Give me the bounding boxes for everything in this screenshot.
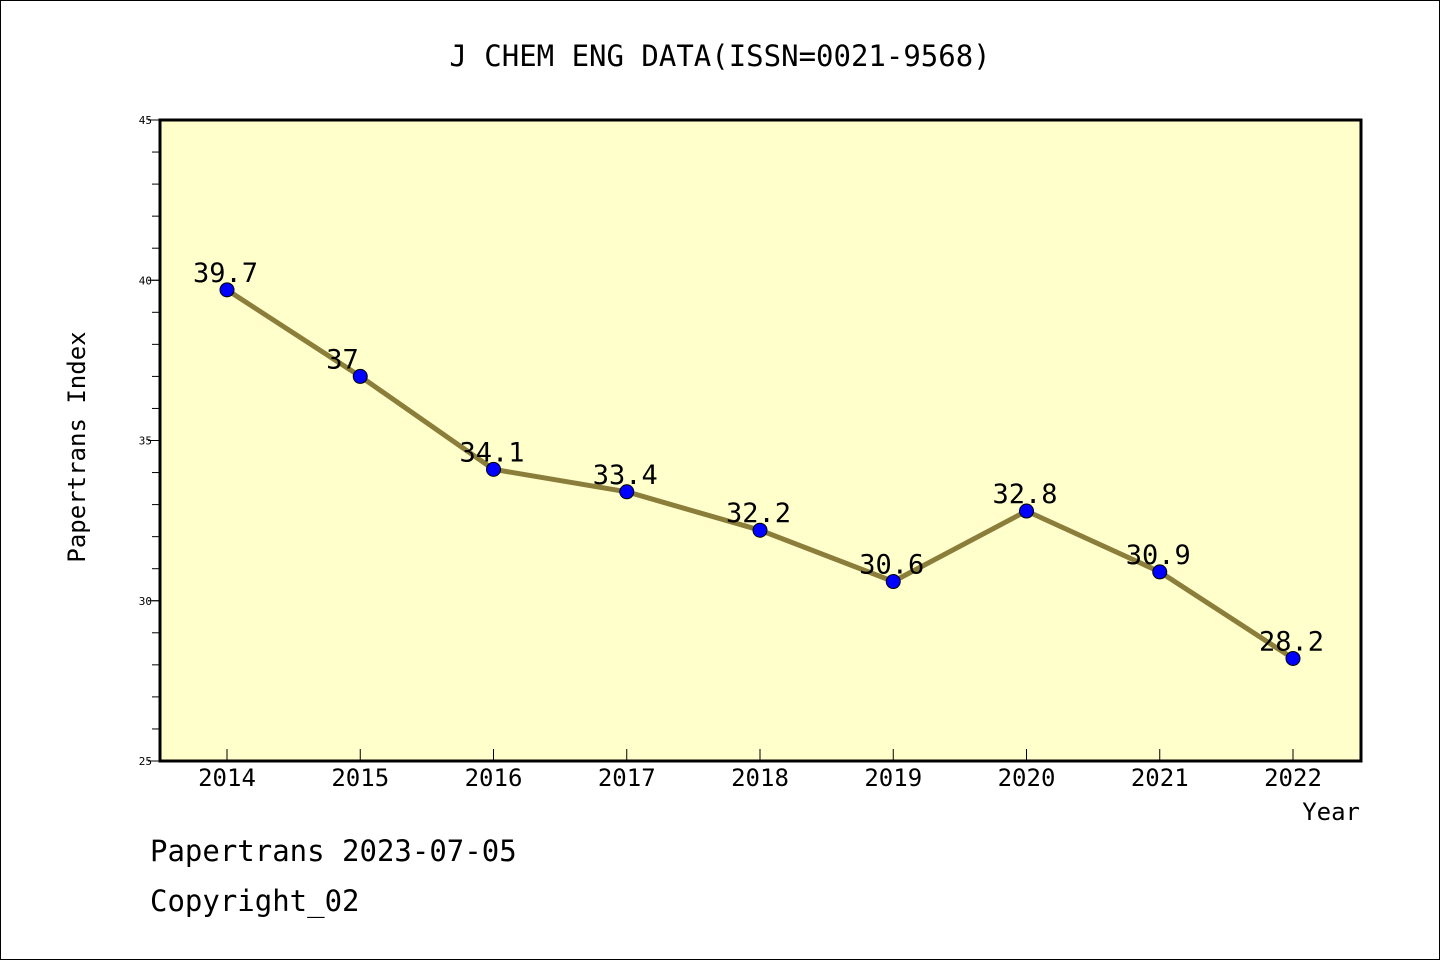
data-point bbox=[619, 484, 635, 500]
data-label: 28.2 bbox=[1259, 626, 1324, 657]
x-tick-label: 2021 bbox=[1131, 764, 1189, 792]
y-tick-label: 30 bbox=[139, 595, 152, 608]
data-label: 37 bbox=[326, 344, 359, 375]
x-tick-label: 2015 bbox=[331, 764, 389, 792]
chart-title: J CHEM ENG DATA(ISSN=0021-9568) bbox=[449, 39, 990, 73]
data-label: 34.1 bbox=[460, 437, 525, 468]
data-label: 32.8 bbox=[993, 479, 1058, 510]
y-axis-ticks: 25 30 35 40 45 bbox=[139, 114, 160, 768]
footer-source: Papertrans 2023-07-05 bbox=[150, 834, 517, 868]
data-point bbox=[752, 522, 768, 538]
data-point bbox=[352, 368, 368, 384]
y-tick-label: 35 bbox=[139, 435, 152, 448]
x-tick-label: 2016 bbox=[465, 764, 523, 792]
data-label: 33.4 bbox=[593, 460, 658, 491]
x-tick-label: 2017 bbox=[598, 764, 656, 792]
plot-area bbox=[158, 118, 1363, 763]
footer-copyright: Copyright_02 bbox=[150, 884, 360, 918]
x-tick-label: 2020 bbox=[998, 764, 1056, 792]
data-point bbox=[486, 461, 501, 477]
data-points bbox=[219, 282, 1301, 666]
data-label: 30.9 bbox=[1126, 540, 1191, 571]
data-point bbox=[1285, 650, 1301, 666]
data-label: 30.6 bbox=[859, 550, 924, 581]
x-tick-label: 2019 bbox=[864, 764, 922, 792]
y-tick-label: 40 bbox=[139, 274, 152, 287]
y-tick-label: 25 bbox=[139, 755, 152, 768]
data-label: 32.2 bbox=[726, 498, 791, 529]
x-axis-ticks: 2014 2015 2016 2017 2018 2019 2020 2021 2022 bbox=[198, 749, 1322, 792]
x-tick-label: 2022 bbox=[1264, 764, 1322, 792]
x-tick-label: 2018 bbox=[731, 764, 789, 792]
data-point bbox=[1152, 564, 1168, 580]
x-tick-label: 2014 bbox=[198, 764, 256, 792]
data-point bbox=[1019, 503, 1034, 519]
y-axis-label: Papertrans Index bbox=[63, 331, 91, 562]
data-point bbox=[219, 282, 235, 298]
data-point bbox=[885, 574, 901, 590]
x-axis-label: Year bbox=[1302, 798, 1360, 826]
data-label: 39.7 bbox=[193, 258, 258, 289]
y-tick-label: 45 bbox=[139, 114, 152, 127]
data-labels: 39.7 37 34.1 33.4 32.2 30.6 32.8 30.9 28.2 bbox=[193, 258, 1324, 658]
